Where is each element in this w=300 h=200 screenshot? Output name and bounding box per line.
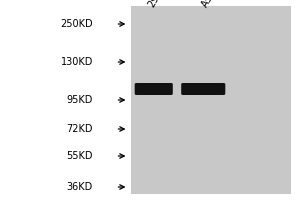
Text: 72KD: 72KD <box>67 124 93 134</box>
Bar <box>130 6 291 194</box>
Text: 130KD: 130KD <box>61 57 93 67</box>
FancyBboxPatch shape <box>181 83 225 95</box>
Text: 55KD: 55KD <box>67 151 93 161</box>
Text: 250KD: 250KD <box>60 19 93 29</box>
FancyBboxPatch shape <box>135 83 173 95</box>
Text: 293T: 293T <box>146 0 167 9</box>
Text: 36KD: 36KD <box>67 182 93 192</box>
Text: A549: A549 <box>200 0 221 9</box>
Text: 95KD: 95KD <box>67 95 93 105</box>
